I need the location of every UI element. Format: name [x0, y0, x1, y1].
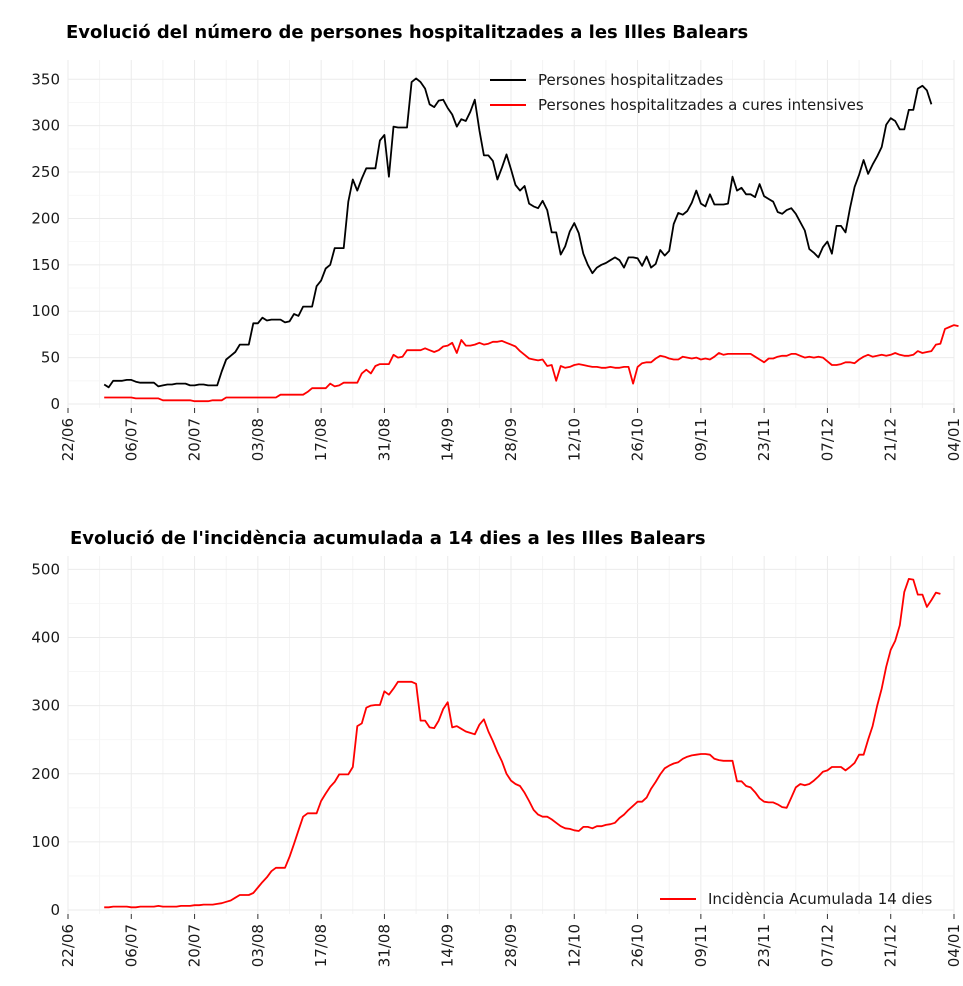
x-axis: 22/06 06/07 20/07 03/08 17/08 31/08 14/09 28/09… — [59, 914, 963, 967]
y-tick-label: 50 — [41, 349, 60, 367]
x-tick-label: 28/09 — [502, 418, 520, 461]
y-tick-label: 100 — [31, 833, 60, 851]
series-line — [104, 324, 959, 403]
x-tick-label: 26/10 — [629, 418, 647, 461]
incidence-chart: 0 100 200 300 400 500 22/06 06/07 20/07 03/08 17/0… — [31, 556, 963, 967]
x-tick-label: 09/11 — [692, 924, 710, 967]
incidence-chart-panel: Evolució de l'incidència acumulada a 14 … — [0, 500, 963, 986]
x-tick-label: 07/12 — [818, 924, 836, 967]
x-tick-label: 06/07 — [122, 924, 140, 967]
x-tick-label: 14/09 — [439, 418, 457, 461]
y-tick-label: 250 — [31, 163, 60, 181]
x-axis: 22/06 06/07 20/07 03/08 17/08 31/08 14/09 28/09… — [59, 408, 963, 461]
x-tick-label: 31/08 — [375, 418, 393, 461]
series-group — [104, 578, 941, 909]
x-tick-label: 20/07 — [186, 924, 204, 967]
legend-label: Persones hospitalitzades — [538, 71, 724, 89]
series-group — [103, 77, 959, 403]
y-tick-label: 150 — [31, 256, 60, 274]
x-tick-label: 23/11 — [755, 924, 773, 967]
y-tick-label: 300 — [31, 117, 60, 135]
x-tick-label: 03/08 — [249, 924, 267, 967]
x-tick-label: 04/01 — [945, 924, 963, 967]
x-tick-label: 12/10 — [565, 924, 583, 967]
x-tick-label: 22/06 — [59, 418, 77, 461]
legend-label: Incidència Acumulada 14 dies — [708, 890, 932, 908]
x-tick-label: 26/10 — [629, 924, 647, 967]
grid — [67, 556, 955, 914]
legend: Persones hospitalitzades Persones hospita… — [490, 71, 864, 114]
x-tick-label: 17/08 — [312, 418, 330, 461]
y-tick-label: 100 — [31, 302, 60, 320]
y-tick-label: 300 — [31, 697, 60, 715]
hospitalized-chart-panel: Evolució del número de persones hospital… — [0, 0, 963, 490]
x-tick-label: 09/11 — [692, 418, 710, 461]
hospitalized-chart: 0 50 100 150 200 250 300 350 22/06 06/07 20/07 03/0… — [31, 60, 963, 461]
x-tick-label: 22/06 — [59, 924, 77, 967]
y-tick-label: 200 — [31, 765, 60, 783]
chart-title: Evolució del número de persones hospital… — [66, 22, 749, 43]
y-tick-label: 400 — [31, 629, 60, 647]
x-tick-label: 04/01 — [945, 418, 963, 461]
x-tick-label: 21/12 — [882, 418, 900, 461]
x-tick-label: 21/12 — [882, 924, 900, 967]
x-tick-label: 06/07 — [122, 418, 140, 461]
y-tick-label: 500 — [31, 560, 60, 578]
y-axis: 0 100 200 300 400 500 — [31, 560, 60, 919]
grid — [67, 60, 955, 408]
x-tick-label: 23/11 — [755, 418, 773, 461]
legend-label: Persones hospitalitzades a cures intensi… — [538, 96, 864, 114]
y-tick-label: 350 — [31, 70, 60, 88]
x-tick-label: 14/09 — [439, 924, 457, 967]
y-tick-label: 0 — [50, 395, 60, 413]
x-tick-label: 17/08 — [312, 924, 330, 967]
legend: Incidència Acumulada 14 dies — [660, 890, 932, 908]
y-tick-label: 200 — [31, 209, 60, 227]
chart-title: Evolució de l'incidència acumulada a 14 … — [70, 528, 706, 549]
y-tick-label: 0 — [50, 901, 60, 919]
x-tick-label: 31/08 — [375, 924, 393, 967]
x-tick-label: 12/10 — [565, 418, 583, 461]
x-tick-label: 07/12 — [818, 418, 836, 461]
x-tick-label: 03/08 — [249, 418, 267, 461]
series-line — [103, 77, 933, 389]
y-axis: 0 50 100 150 200 250 300 350 — [31, 70, 60, 413]
series-line — [104, 578, 941, 909]
x-tick-label: 28/09 — [502, 924, 520, 967]
x-tick-label: 20/07 — [186, 418, 204, 461]
